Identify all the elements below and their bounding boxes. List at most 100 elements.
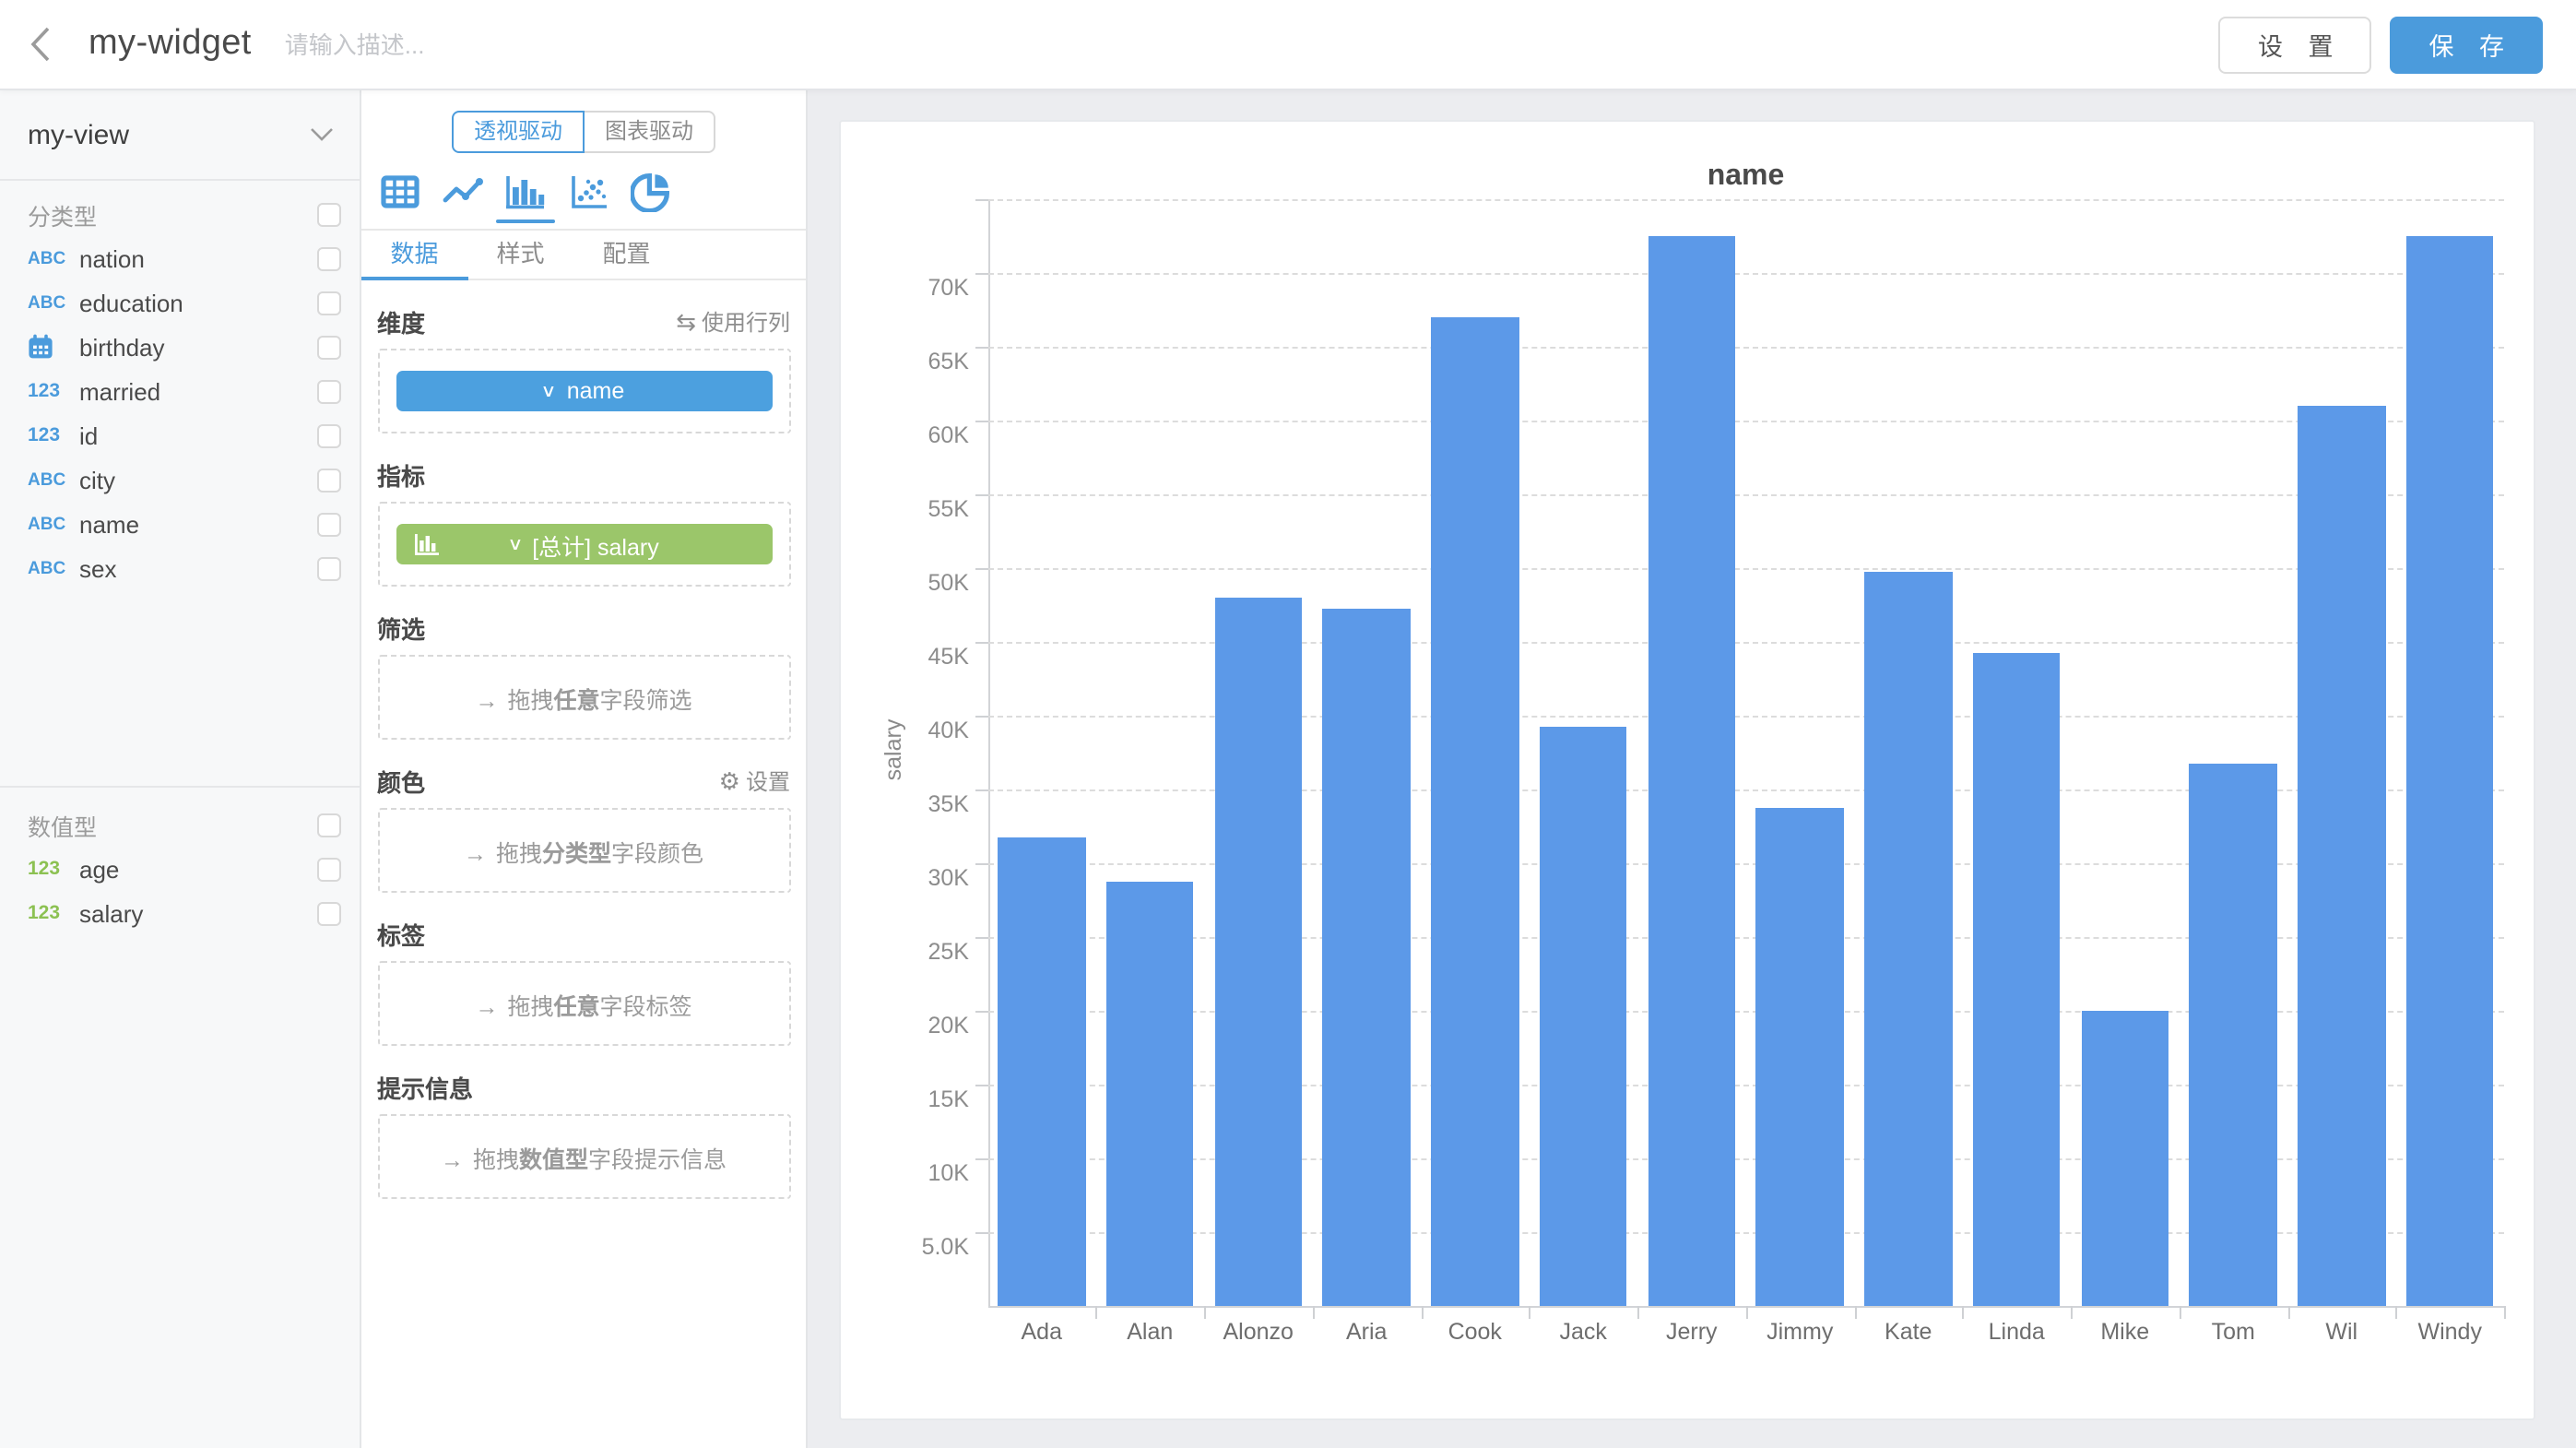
field-item-id[interactable]: 123 id	[0, 413, 360, 457]
settings-button[interactable]: 设 置	[2218, 16, 2372, 73]
gridline	[987, 494, 2504, 496]
x-tick-label: Mike	[2100, 1319, 2150, 1345]
bar-Kate[interactable]	[1864, 572, 1953, 1306]
bar-Linda[interactable]	[1972, 653, 2061, 1306]
tooltip-hint: → 拖拽数值型字段提示信息	[440, 1146, 727, 1172]
field-name: age	[79, 855, 120, 883]
field-checkbox[interactable]	[317, 379, 341, 403]
categorical-field-list: ABC nation ABC education birthday 123 married 1…	[0, 236, 360, 590]
view-name: my-view	[28, 119, 129, 150]
bar-Jack[interactable]	[1539, 727, 1627, 1306]
field-checkbox[interactable]	[317, 556, 341, 580]
field-item-nation[interactable]: ABC nation	[0, 236, 360, 280]
x-axis-tick	[1854, 1306, 1856, 1319]
chevron-left-icon	[30, 27, 50, 62]
tag-dropzone[interactable]: → 拖拽任意字段标签	[377, 961, 790, 1046]
field-item-married[interactable]: 123 married	[0, 369, 360, 413]
tag-hint: → 拖拽任意字段标签	[475, 993, 692, 1019]
x-tick-label: Alan	[1127, 1319, 1174, 1345]
sidebar-spacer	[0, 590, 360, 786]
mode-pivot-button[interactable]: 透视驱动	[451, 111, 585, 153]
mode-chart-button[interactable]: 图表驱动	[583, 111, 716, 153]
field-item-salary[interactable]: 123 salary	[0, 891, 360, 935]
field-checkbox[interactable]	[317, 901, 341, 925]
numeric-select-all-checkbox[interactable]	[317, 813, 341, 837]
dimension-chip[interactable]: ∨ name	[396, 371, 772, 411]
field-checkbox[interactable]	[317, 468, 341, 492]
bar-Cook[interactable]	[1431, 317, 1519, 1306]
chart-type-line-icon[interactable]	[443, 172, 483, 212]
tab-config[interactable]: 配置	[602, 240, 651, 267]
field-checkbox[interactable]	[317, 335, 341, 359]
x-tick-label: Jimmy	[1767, 1319, 1834, 1345]
field-item-education[interactable]: ABC education	[0, 280, 360, 325]
gridline	[987, 642, 2504, 644]
y-tick-label: 30K	[928, 865, 970, 891]
use-rowcol-action[interactable]: ⇆ 使用行列	[676, 307, 790, 335]
field-checkbox[interactable]	[317, 423, 341, 447]
config-panel: 透视驱动 图表驱动	[361, 90, 808, 1448]
bar-Windy[interactable]	[2405, 236, 2494, 1306]
gridline	[987, 937, 2504, 939]
field-sidebar: my-view 分类型 ABC nation ABC education birthda…	[0, 90, 361, 1448]
bar-Alan[interactable]	[1105, 882, 1194, 1306]
drag-arrow-icon: →	[440, 1146, 464, 1172]
number-field-icon: 123	[28, 902, 61, 924]
chart-canvas: name salary 5.0K 10K 15K 20K 25K 30K 35K 40K 45K…	[808, 90, 2576, 1448]
field-name: city	[79, 466, 115, 493]
x-axis-tick	[1529, 1306, 1531, 1319]
y-axis-tick	[975, 863, 987, 865]
x-tick-label: Windy	[2417, 1319, 2482, 1345]
tooltip-dropzone[interactable]: → 拖拽数值型字段提示信息	[377, 1114, 790, 1199]
back-button[interactable]	[30, 22, 70, 66]
y-tick-label: 35K	[928, 791, 970, 817]
color-settings-action[interactable]: ⚙ 设置	[718, 766, 790, 794]
metric-chip[interactable]: ∨ [总计] salary	[396, 524, 772, 564]
x-tick-label: Alonzo	[1223, 1319, 1294, 1345]
description-input[interactable]	[284, 30, 691, 58]
filter-dropzone[interactable]: → 拖拽任意字段筛选	[377, 655, 790, 740]
bar-Aria[interactable]	[1322, 609, 1411, 1306]
field-checkbox[interactable]	[317, 246, 341, 270]
x-axis-tick	[1421, 1306, 1423, 1319]
field-item-name[interactable]: ABC name	[0, 502, 360, 546]
color-dropzone[interactable]: → 拖拽分类型字段颜色	[377, 808, 790, 893]
tab-data[interactable]: 数据	[361, 231, 467, 280]
field-name: sex	[79, 554, 117, 582]
field-item-sex[interactable]: ABC sex	[0, 546, 360, 590]
y-tick-label: 60K	[928, 422, 970, 448]
metric-dropzone[interactable]: ∨ [总计] salary	[377, 502, 790, 587]
bar-Tom[interactable]	[2189, 764, 2277, 1306]
header: my-widget 设 置 保 存	[0, 0, 2576, 90]
bar-Alonzo[interactable]	[1214, 598, 1303, 1306]
plot-area	[987, 199, 2504, 1306]
field-item-city[interactable]: ABC city	[0, 457, 360, 502]
field-checkbox[interactable]	[317, 291, 341, 315]
y-tick-label: 5.0K	[921, 1234, 969, 1260]
dimension-dropzone[interactable]: ∨ name	[377, 349, 790, 433]
field-checkbox[interactable]	[317, 857, 341, 881]
chart-type-table-icon[interactable]	[380, 172, 420, 212]
field-item-birthday[interactable]: birthday	[0, 325, 360, 369]
bar-Wil[interactable]	[2298, 406, 2386, 1306]
y-axis-tick	[975, 937, 987, 939]
x-tick-label: Aria	[1346, 1319, 1388, 1345]
bar-Jimmy[interactable]	[1755, 808, 1844, 1306]
chart-type-row	[380, 172, 806, 223]
number-field-icon: 123	[28, 380, 61, 402]
chart-type-bar-icon[interactable]	[496, 172, 555, 223]
bar-Ada[interactable]	[998, 837, 1086, 1306]
color-hint: → 拖拽分类型字段颜色	[463, 840, 704, 866]
x-axis-tick	[2287, 1306, 2289, 1319]
chart-type-pie-icon[interactable]	[631, 172, 671, 212]
field-item-age[interactable]: 123 age	[0, 847, 360, 891]
bar-Jerry[interactable]	[1648, 236, 1736, 1306]
categorical-select-all-checkbox[interactable]	[317, 202, 341, 226]
view-selector[interactable]: my-view	[0, 90, 360, 181]
bar-Mike[interactable]	[2081, 1011, 2169, 1306]
chart-type-scatter-icon[interactable]	[568, 172, 609, 212]
field-checkbox[interactable]	[317, 512, 341, 536]
y-axis-tick	[975, 494, 987, 496]
save-button[interactable]: 保 存	[2390, 16, 2543, 73]
tab-style[interactable]: 样式	[496, 240, 545, 267]
